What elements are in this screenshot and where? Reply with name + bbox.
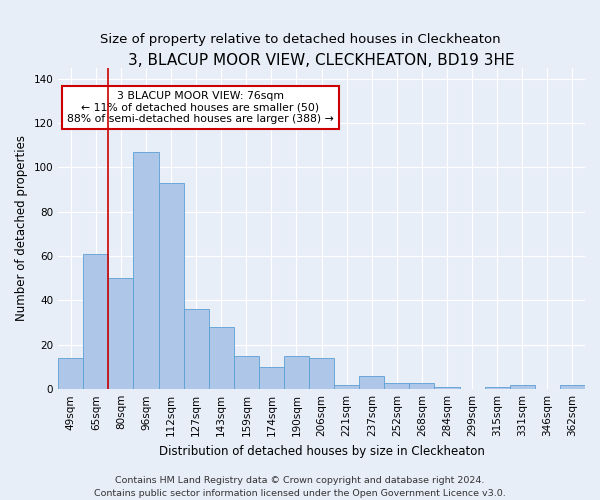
X-axis label: Distribution of detached houses by size in Cleckheaton: Distribution of detached houses by size … — [158, 444, 485, 458]
Bar — [109, 278, 133, 389]
Bar — [560, 384, 585, 389]
Bar — [385, 382, 409, 389]
Bar — [209, 327, 234, 389]
Bar — [510, 384, 535, 389]
Bar — [359, 376, 385, 389]
Y-axis label: Number of detached properties: Number of detached properties — [15, 136, 28, 322]
Bar — [284, 356, 309, 389]
Bar — [58, 358, 83, 389]
Bar — [133, 152, 158, 389]
Bar — [434, 387, 460, 389]
Text: Contains HM Land Registry data © Crown copyright and database right 2024.
Contai: Contains HM Land Registry data © Crown c… — [94, 476, 506, 498]
Bar — [409, 382, 434, 389]
Title: 3, BLACUP MOOR VIEW, CLECKHEATON, BD19 3HE: 3, BLACUP MOOR VIEW, CLECKHEATON, BD19 3… — [128, 52, 515, 68]
Bar — [83, 254, 109, 389]
Bar — [184, 310, 209, 389]
Text: 3 BLACUP MOOR VIEW: 76sqm
← 11% of detached houses are smaller (50)
88% of semi-: 3 BLACUP MOOR VIEW: 76sqm ← 11% of detac… — [67, 91, 334, 124]
Bar — [259, 367, 284, 389]
Bar — [234, 356, 259, 389]
Bar — [485, 387, 510, 389]
Bar — [158, 183, 184, 389]
Bar — [309, 358, 334, 389]
Bar — [334, 384, 359, 389]
Text: Size of property relative to detached houses in Cleckheaton: Size of property relative to detached ho… — [100, 32, 500, 46]
